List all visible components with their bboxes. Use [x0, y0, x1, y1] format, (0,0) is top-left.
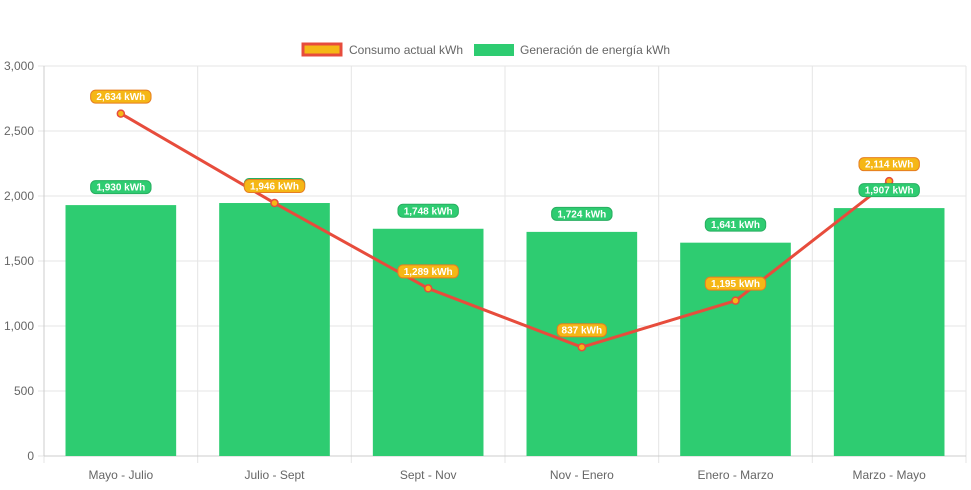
- bar-value-label-box: [397, 203, 459, 218]
- x-tick-label: Mayo - Julio: [88, 468, 153, 482]
- bar-value-label: 1,930 kWh: [90, 180, 152, 195]
- line-value-label-box: [858, 157, 920, 172]
- bar[interactable]: [372, 228, 484, 456]
- bar[interactable]: [833, 208, 945, 456]
- data-labels: 1,930 kWh 1,946 kWh 1,748 kWh 1,724 kWh 1,64…: [90, 89, 920, 338]
- y-tick-label: 500: [14, 384, 34, 398]
- bar-series: [65, 203, 945, 456]
- bar-value-label: 1,748 kWh: [397, 203, 459, 218]
- x-tick-label: Julio - Sept: [244, 468, 305, 482]
- x-axis-ticks: Mayo - Julio Julio - Sept Sept - Nov Nov - …: [88, 468, 926, 482]
- bar-value-label: 1,724 kWh: [551, 206, 613, 221]
- bar-value-label-text: 1,930 kWh: [96, 183, 145, 194]
- x-tick-label: Marzo - Mayo: [852, 468, 926, 482]
- bar-value-label: 1,641 kWh: [704, 217, 767, 232]
- line-value-label: 1,946 kWh: [243, 179, 306, 194]
- bar-value-label-text: 1,724 kWh: [557, 209, 606, 220]
- y-tick-label: 3,000: [4, 59, 34, 73]
- line-value-label: 2,634 kWh: [90, 89, 152, 104]
- legend-label-consumo: Consumo actual kWh: [349, 43, 463, 57]
- line-value-label-box: [243, 179, 306, 194]
- line-point[interactable]: [116, 109, 126, 118]
- bar-value-label-box: [90, 180, 152, 195]
- line-value-label-box: [397, 264, 459, 279]
- bar[interactable]: [680, 242, 791, 456]
- line-point[interactable]: [270, 198, 279, 208]
- bar-value-label: 1,907 kWh: [858, 183, 920, 198]
- y-tick-label: 0: [27, 449, 34, 463]
- y-tick-label: 2,500: [4, 124, 34, 138]
- line-point[interactable]: [731, 296, 740, 305]
- bar-value-label-text: 1,907 kWh: [865, 186, 914, 197]
- x-tick-label: Nov - Enero: [550, 468, 614, 482]
- y-axis-ticks: 0 500 1,000 1,500 2,000 2,500 3,000: [4, 59, 34, 463]
- line-value-label-box: [556, 323, 607, 338]
- line-value-label-text: 837 kWh: [562, 326, 603, 337]
- grid: [38, 65, 967, 463]
- bar[interactable]: [65, 205, 177, 456]
- y-tick-label: 2,000: [4, 189, 34, 203]
- line-value-label: 2,114 kWh: [858, 157, 920, 172]
- bar-value-label-box: [704, 217, 767, 232]
- bar-value-label-text: 1,641 kWh: [711, 220, 760, 231]
- line-value-label-box: [90, 89, 152, 104]
- bar-value-label-text: 1,748 kWh: [404, 206, 453, 217]
- line-point[interactable]: [423, 284, 433, 293]
- line-value-label-box: [704, 276, 767, 291]
- line-value-label-text: 2,634 kWh: [96, 92, 145, 103]
- line-point[interactable]: [577, 342, 587, 352]
- bar-value-label-box: [551, 206, 613, 221]
- bar-value-label-box: [858, 183, 920, 198]
- x-tick-label: Enero - Marzo: [697, 468, 773, 482]
- line-value-label: 1,195 kWh: [704, 276, 767, 291]
- line-value-label-text: 2,114 kWh: [865, 160, 913, 171]
- line-value-label: 837 kWh: [556, 323, 607, 338]
- legend: Consumo actual kWh Generación de energía…: [301, 42, 670, 57]
- legend-label-generacion: Generación de energía kWh: [520, 43, 670, 57]
- line-value-label: 1,289 kWh: [397, 264, 459, 279]
- legend-swatch-consumo: [301, 42, 343, 57]
- legend-item-generacion[interactable]: Generación de energía kWh: [474, 43, 670, 57]
- line-value-label-text: 1,289 kWh: [404, 267, 453, 278]
- bar[interactable]: [219, 203, 330, 456]
- y-tick-label: 1,000: [4, 319, 34, 333]
- line-value-label-text: 1,946 kWh: [250, 182, 299, 193]
- y-tick-label: 1,500: [4, 254, 34, 268]
- legend-item-consumo[interactable]: Consumo actual kWh: [301, 42, 463, 57]
- legend-swatch-generacion: [474, 44, 514, 56]
- line-value-label-text: 1,195 kWh: [711, 279, 760, 290]
- x-tick-label: Sept - Nov: [400, 468, 457, 482]
